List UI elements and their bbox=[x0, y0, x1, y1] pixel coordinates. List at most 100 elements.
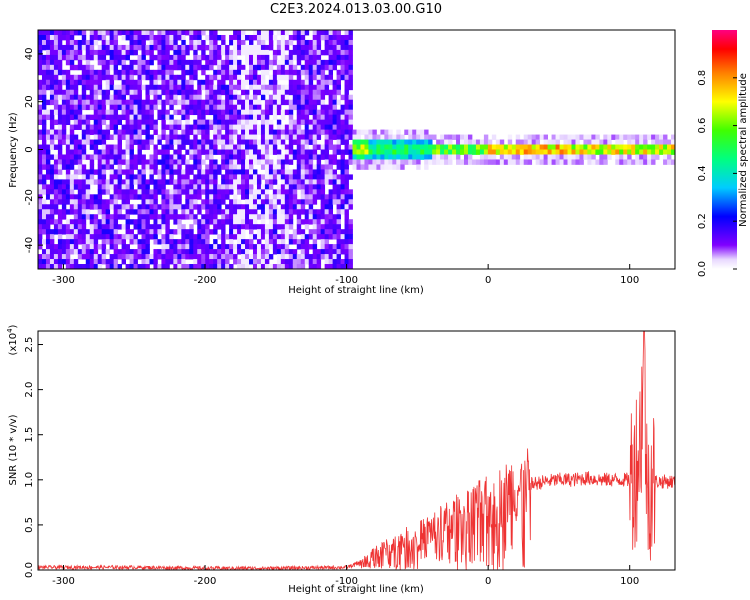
heatmap-cell bbox=[252, 74, 258, 81]
heatmap-cell bbox=[440, 134, 445, 140]
heatmap-cell bbox=[73, 209, 79, 215]
heatmap-cell bbox=[225, 259, 230, 265]
heatmap-cell bbox=[105, 99, 111, 106]
heatmap-cell bbox=[300, 179, 306, 185]
heatmap-cell bbox=[336, 239, 341, 245]
heatmap-cell bbox=[61, 94, 67, 101]
heatmap-cell bbox=[344, 229, 349, 235]
heatmap-cell bbox=[555, 144, 560, 150]
heatmap-cell bbox=[93, 134, 99, 140]
spectrogram-y-axis-label: Frequency (Hz) bbox=[8, 112, 19, 188]
heatmap-cell bbox=[209, 189, 214, 195]
heatmap-cell bbox=[73, 194, 79, 200]
heatmap-cell bbox=[73, 169, 79, 175]
heatmap-cell bbox=[213, 249, 218, 255]
heatmap-cell bbox=[304, 209, 310, 215]
heatmap-cell bbox=[197, 119, 202, 126]
heatmap-cell bbox=[45, 264, 51, 269]
heatmap-cell bbox=[217, 169, 222, 175]
heatmap-cell bbox=[264, 134, 270, 140]
heatmap-cell bbox=[209, 254, 214, 260]
heatmap-cell bbox=[575, 159, 580, 165]
heatmap-cell bbox=[312, 54, 318, 61]
spectrogram-y-tick-label: 20 bbox=[24, 95, 35, 108]
heatmap-cell bbox=[229, 239, 234, 245]
heatmap-cell bbox=[559, 149, 564, 155]
heatmap-cell bbox=[113, 64, 119, 71]
heatmap-cell bbox=[241, 44, 246, 51]
heatmap-cell bbox=[233, 229, 238, 235]
heatmap-cell bbox=[328, 59, 334, 66]
heatmap-cell bbox=[296, 34, 302, 41]
heatmap-cell bbox=[145, 89, 150, 96]
heatmap-cell bbox=[145, 229, 150, 235]
heatmap-cell bbox=[93, 179, 99, 185]
heatmap-cell bbox=[288, 129, 294, 135]
heatmap-cell bbox=[69, 129, 75, 135]
heatmap-cell bbox=[81, 119, 87, 126]
heatmap-cell bbox=[336, 174, 341, 180]
heatmap-cell bbox=[237, 139, 242, 145]
heatmap-cell bbox=[161, 39, 166, 46]
heatmap-cell bbox=[113, 229, 119, 235]
heatmap-cell bbox=[268, 129, 274, 135]
heatmap-cell bbox=[57, 144, 63, 150]
heatmap-cell bbox=[491, 154, 497, 160]
heatmap-cell bbox=[304, 254, 310, 260]
heatmap-cell bbox=[85, 104, 91, 111]
heatmap-cell bbox=[308, 124, 314, 130]
heatmap-cell bbox=[643, 149, 648, 155]
heatmap-cell bbox=[161, 209, 166, 215]
snr-y-tick-label: 1.0 bbox=[24, 472, 35, 488]
heatmap-cell bbox=[348, 199, 353, 205]
heatmap-cell bbox=[308, 94, 314, 101]
heatmap-cell bbox=[221, 69, 226, 76]
heatmap-cell bbox=[77, 44, 83, 51]
heatmap-cell bbox=[141, 69, 146, 76]
heatmap-cell bbox=[169, 159, 174, 165]
heatmap-cell bbox=[404, 154, 409, 160]
heatmap-cell bbox=[344, 84, 349, 91]
heatmap-cell bbox=[332, 44, 337, 51]
heatmap-cell bbox=[551, 134, 556, 140]
heatmap-cell bbox=[256, 199, 262, 205]
heatmap-cell bbox=[268, 99, 274, 106]
heatmap-cell bbox=[380, 129, 385, 135]
heatmap-cell bbox=[169, 194, 174, 200]
heatmap-cell bbox=[229, 169, 234, 175]
heatmap-cell bbox=[157, 39, 162, 46]
heatmap-cell bbox=[364, 139, 369, 145]
heatmap-cell bbox=[260, 259, 266, 265]
heatmap-cell bbox=[264, 89, 270, 96]
heatmap-cell bbox=[595, 139, 600, 145]
heatmap-cell bbox=[77, 164, 83, 170]
heatmap-cell bbox=[181, 204, 186, 210]
heatmap-cell bbox=[316, 209, 322, 215]
heatmap-cell bbox=[328, 64, 334, 71]
heatmap-cell bbox=[137, 149, 142, 155]
heatmap-cell bbox=[460, 149, 465, 155]
heatmap-cell bbox=[260, 30, 266, 36]
heatmap-cell bbox=[193, 149, 198, 155]
heatmap-cell bbox=[65, 194, 71, 200]
heatmap-cell bbox=[61, 49, 67, 56]
heatmap-cell bbox=[356, 149, 361, 155]
heatmap-cell bbox=[296, 49, 302, 56]
heatmap-cell bbox=[129, 74, 134, 81]
heatmap-cell bbox=[145, 164, 150, 170]
heatmap-cell bbox=[292, 234, 298, 240]
heatmap-cell bbox=[599, 154, 604, 160]
heatmap-cell bbox=[81, 224, 87, 230]
heatmap-cell bbox=[157, 159, 162, 165]
heatmap-cell bbox=[587, 149, 592, 155]
heatmap-cell bbox=[57, 189, 63, 195]
heatmap-cell bbox=[217, 184, 222, 190]
heatmap-cell bbox=[400, 164, 405, 170]
heatmap-cell bbox=[125, 44, 130, 51]
heatmap-cell bbox=[237, 249, 242, 255]
heatmap-cell bbox=[165, 54, 170, 61]
heatmap-cell bbox=[77, 184, 83, 190]
heatmap-cell bbox=[89, 129, 95, 135]
heatmap-cell bbox=[344, 129, 349, 135]
heatmap-cell bbox=[121, 244, 126, 250]
